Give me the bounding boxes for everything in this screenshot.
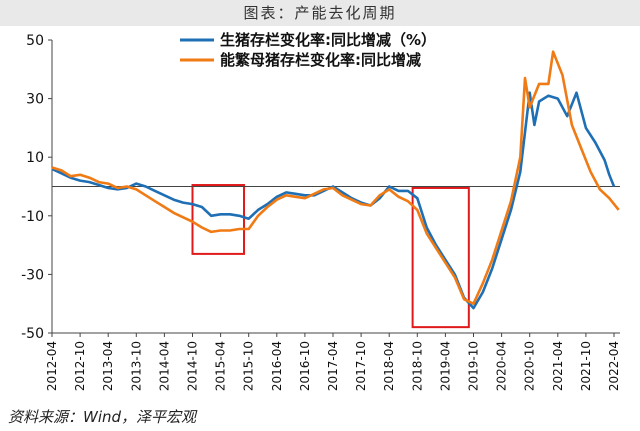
x-tick-label: 2018-10 bbox=[410, 341, 424, 391]
x-tick-label: 2022-04 bbox=[607, 341, 621, 391]
x-tick-label: 2013-04 bbox=[101, 341, 115, 391]
x-tick-label: 2019-04 bbox=[438, 341, 452, 391]
legend-label: 生猪存栏变化率:同比增减（%） bbox=[220, 31, 436, 49]
y-tick-label: 10 bbox=[26, 150, 44, 166]
series-lines bbox=[51, 50, 620, 310]
x-tick-label: 2021-04 bbox=[551, 341, 565, 391]
x-tick-label: 2015-10 bbox=[242, 341, 256, 391]
highlight-boxes bbox=[191, 184, 470, 329]
x-tick-label: 2020-10 bbox=[523, 341, 537, 391]
x-tick-label: 2014-04 bbox=[157, 341, 171, 391]
y-tick-label: 50 bbox=[26, 33, 44, 49]
source-note: 资料来源：Wind，泽平宏观 bbox=[8, 408, 197, 426]
x-tick-label: 2018-04 bbox=[382, 341, 396, 391]
x-tick-label: 2014-10 bbox=[186, 341, 200, 391]
y-tick-label: -50 bbox=[21, 326, 44, 342]
series-line-hog-inventory bbox=[51, 91, 616, 310]
highlight-box bbox=[411, 186, 470, 329]
x-tick-label: 2017-10 bbox=[354, 341, 368, 391]
x-tick-label: 2012-10 bbox=[73, 341, 87, 391]
legend: 生猪存栏变化率:同比增减（%） 能繁母猪存栏变化率:同比增减 bbox=[180, 31, 436, 69]
y-tick-label: -10 bbox=[21, 209, 44, 225]
x-tick-label: 2012-04 bbox=[45, 341, 59, 391]
y-tick-label: -30 bbox=[21, 267, 44, 283]
chart-title: 图表：产能去化周期 bbox=[0, 0, 640, 26]
legend-label: 能繁母猪存栏变化率:同比增减 bbox=[220, 51, 421, 69]
highlight-box bbox=[191, 184, 246, 255]
x-tick-label: 2016-10 bbox=[298, 341, 312, 391]
y-tick-label: 30 bbox=[26, 92, 44, 108]
x-tick-label: 2020-04 bbox=[495, 341, 509, 391]
x-tick-label: 2017-04 bbox=[326, 341, 340, 391]
x-tick-label: 2019-10 bbox=[467, 341, 481, 391]
x-tick-label: 2013-10 bbox=[129, 341, 143, 391]
series-line-sow-inventory bbox=[51, 50, 620, 305]
x-tick-label: 2015-04 bbox=[214, 341, 228, 391]
x-tick-label: 2021-10 bbox=[579, 341, 593, 391]
x-tick-label: 2016-04 bbox=[270, 341, 284, 391]
